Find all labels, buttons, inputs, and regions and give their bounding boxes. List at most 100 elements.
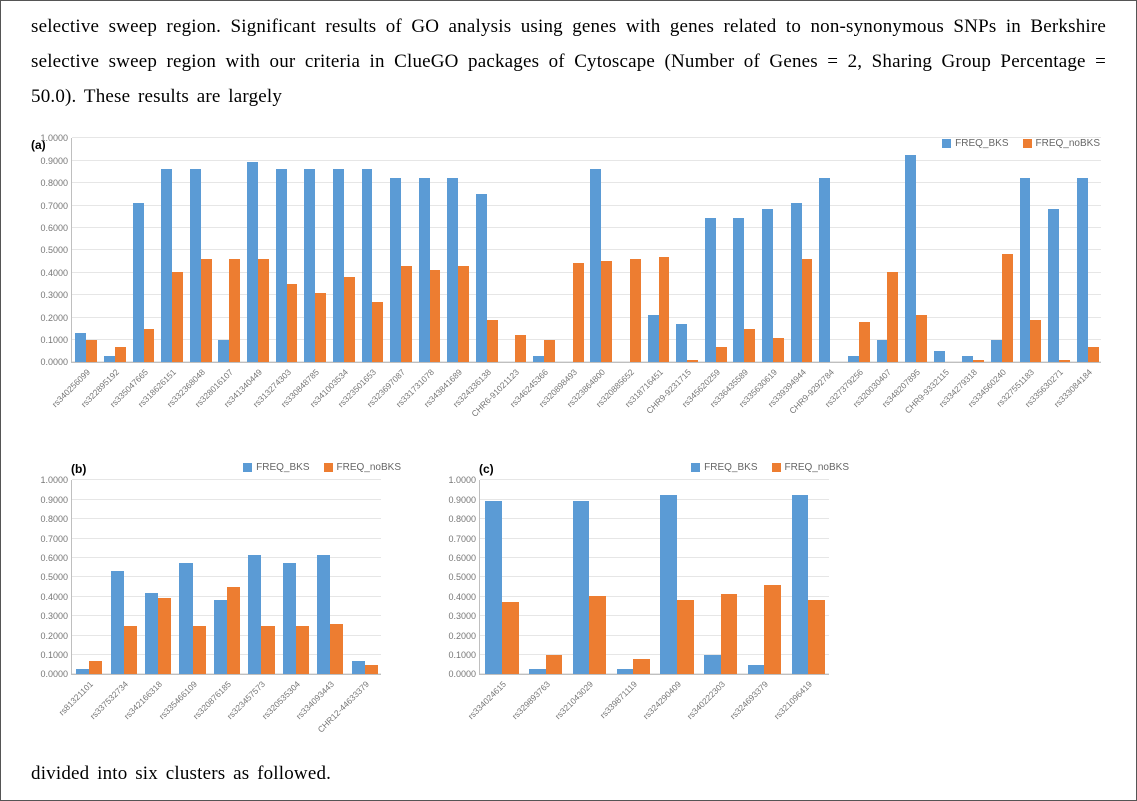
bar-series2 bbox=[430, 270, 441, 362]
grid-line bbox=[480, 538, 829, 539]
bar-series2 bbox=[544, 340, 555, 363]
charts-container: (a) FREQ_BKS FREQ_noBKS 0.00000.10000.20… bbox=[31, 114, 1106, 756]
legend-label-series2: FREQ_noBKS bbox=[785, 462, 849, 473]
bar-series2 bbox=[258, 259, 269, 363]
bar-series1 bbox=[145, 593, 158, 675]
bar-series2 bbox=[502, 602, 519, 674]
bar-series2 bbox=[365, 665, 378, 675]
x-tick-label: rs321096419 bbox=[772, 679, 814, 721]
bar-series2 bbox=[1030, 320, 1041, 363]
bar-series2 bbox=[589, 596, 606, 674]
grid-line bbox=[72, 538, 381, 539]
y-tick-label: 0.2000 bbox=[40, 313, 72, 323]
bar-series1 bbox=[905, 155, 916, 362]
bar-series2 bbox=[344, 277, 355, 363]
bar-series1 bbox=[75, 333, 86, 362]
y-tick-label: 0.4000 bbox=[40, 592, 72, 602]
x-tick-label: rs340222303 bbox=[685, 679, 727, 721]
grid-line bbox=[72, 479, 381, 480]
x-tick-label: rs334024615 bbox=[466, 679, 508, 721]
chart-panel-b: (b) FREQ_BKS FREQ_noBKS 0.00000.10000.20… bbox=[31, 462, 411, 752]
y-tick-label: 0.5000 bbox=[448, 572, 480, 582]
bar-series1 bbox=[111, 571, 124, 674]
grid-line bbox=[72, 272, 1101, 273]
bar-series2 bbox=[659, 257, 670, 363]
grid-line bbox=[480, 518, 829, 519]
grid-line bbox=[480, 576, 829, 577]
bar-series2 bbox=[773, 338, 784, 363]
grid-line bbox=[480, 557, 829, 558]
bar-series1 bbox=[476, 194, 487, 363]
bar-series1 bbox=[991, 340, 1002, 363]
bar-series2 bbox=[315, 293, 326, 363]
bar-series2 bbox=[115, 347, 126, 363]
bar-series1 bbox=[590, 169, 601, 363]
y-tick-label: 0.2000 bbox=[448, 631, 480, 641]
panel-b-label: (b) bbox=[71, 462, 86, 476]
y-tick-label: 0.5000 bbox=[40, 572, 72, 582]
bar-series1 bbox=[660, 495, 677, 674]
bar-series1 bbox=[352, 661, 365, 675]
y-tick-label: 0.8000 bbox=[448, 514, 480, 524]
bar-series1 bbox=[848, 356, 859, 363]
bar-series2 bbox=[859, 322, 870, 363]
y-tick-label: 1.0000 bbox=[448, 475, 480, 485]
bar-series1 bbox=[748, 665, 765, 675]
bar-series2 bbox=[764, 585, 781, 675]
bar-series1 bbox=[317, 555, 330, 674]
bar-series2 bbox=[546, 655, 563, 675]
y-tick-label: 0.2000 bbox=[40, 631, 72, 641]
bar-series2 bbox=[458, 266, 469, 363]
swatch-series1-icon bbox=[691, 463, 700, 472]
bar-series2 bbox=[86, 340, 97, 363]
bar-series1 bbox=[529, 669, 546, 675]
bar-series1 bbox=[161, 169, 172, 363]
bar-series2 bbox=[716, 347, 727, 363]
y-tick-label: 0.0000 bbox=[448, 669, 480, 679]
bar-series1 bbox=[104, 356, 115, 363]
bar-series2 bbox=[916, 315, 927, 362]
bar-series2 bbox=[124, 626, 137, 675]
x-axis: rs334024615rs329893763rs321043029rs33987… bbox=[479, 675, 829, 747]
bar-series2 bbox=[172, 272, 183, 362]
bar-series1 bbox=[819, 178, 830, 363]
bar-series1 bbox=[333, 169, 344, 363]
bar-series1 bbox=[676, 324, 687, 362]
bar-series2 bbox=[721, 594, 738, 674]
y-tick-label: 0.9000 bbox=[448, 495, 480, 505]
legend-label-series1: FREQ_BKS bbox=[704, 462, 757, 473]
bar-series1 bbox=[617, 669, 634, 675]
grid-line bbox=[72, 557, 381, 558]
bar-series2 bbox=[573, 263, 584, 362]
bar-series2 bbox=[515, 335, 526, 362]
legend-label-series2: FREQ_noBKS bbox=[337, 462, 401, 473]
y-tick-label: 0.8000 bbox=[40, 514, 72, 524]
grid-line bbox=[72, 518, 381, 519]
bar-series2 bbox=[89, 661, 102, 675]
swatch-series1-icon bbox=[243, 463, 252, 472]
bar-series1 bbox=[962, 356, 973, 363]
y-tick-label: 0.3000 bbox=[40, 290, 72, 300]
bar-series1 bbox=[1020, 178, 1031, 363]
swatch-series2-icon bbox=[772, 463, 781, 472]
document-page: selective sweep region. Significant resu… bbox=[0, 0, 1137, 801]
y-tick-label: 0.7000 bbox=[40, 534, 72, 544]
bar-series1 bbox=[248, 555, 261, 674]
bar-series1 bbox=[179, 563, 192, 674]
grid-line bbox=[480, 499, 829, 500]
y-tick-label: 0.6000 bbox=[40, 553, 72, 563]
y-tick-label: 0.1000 bbox=[40, 335, 72, 345]
legend-c: FREQ_BKS FREQ_noBKS bbox=[691, 462, 849, 473]
grid-line bbox=[72, 160, 1101, 161]
y-tick-label: 0.7000 bbox=[40, 201, 72, 211]
bar-series1 bbox=[704, 655, 721, 675]
bar-series2 bbox=[802, 259, 813, 363]
bar-series1 bbox=[648, 315, 659, 362]
grid-line bbox=[72, 499, 381, 500]
y-tick-label: 0.0000 bbox=[40, 357, 72, 367]
legend-item-series1: FREQ_BKS bbox=[243, 462, 309, 473]
bar-series2 bbox=[227, 587, 240, 675]
panel-c-label: (c) bbox=[479, 462, 494, 476]
bar-series2 bbox=[158, 598, 171, 674]
bar-series1 bbox=[934, 351, 945, 362]
